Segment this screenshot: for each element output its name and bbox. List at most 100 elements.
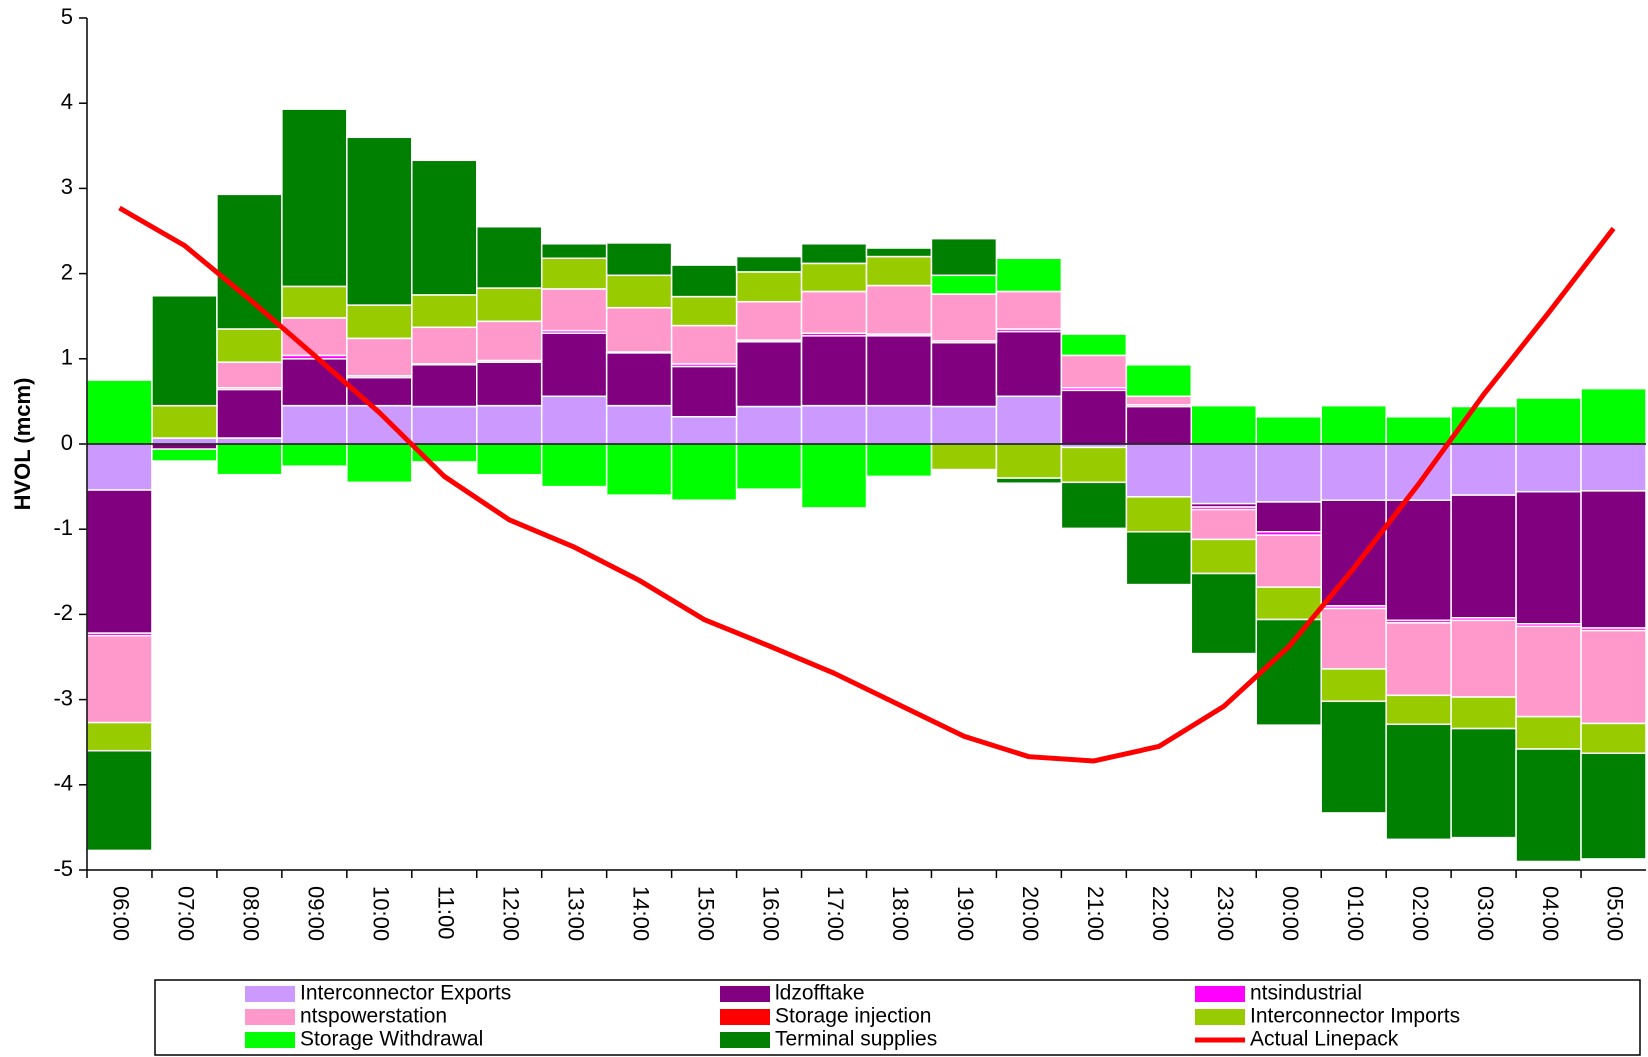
bar-segment — [735, 300, 803, 341]
bar-segment — [346, 304, 413, 340]
bar-segment — [1125, 395, 1193, 406]
bar-segment — [411, 405, 478, 445]
legend-label: Storage Withdrawal — [300, 1028, 483, 1051]
legend-label: ntspowerstation — [300, 1005, 447, 1028]
legend-label: Interconnector Exports — [300, 982, 511, 1005]
bar-segment — [151, 443, 218, 450]
bar-segment — [1515, 715, 1582, 750]
bar-segment — [216, 443, 283, 476]
y-tick-label: 3 — [61, 174, 73, 199]
bar-segment — [930, 237, 998, 277]
y-tick-label: 0 — [61, 430, 73, 455]
bar-segment — [1450, 727, 1517, 839]
bar-segment — [735, 341, 803, 408]
bar-segment — [930, 293, 998, 342]
bar-segment — [1190, 538, 1257, 575]
bar-segment — [1125, 496, 1193, 533]
bar-segment — [540, 443, 608, 488]
bar-segment — [1190, 443, 1257, 505]
bar-segment — [281, 108, 348, 288]
x-tick-label: 04:00 — [1538, 886, 1563, 941]
bar-segment — [86, 721, 153, 752]
x-tick-label: 03:00 — [1473, 886, 1498, 941]
x-tick-label: 22:00 — [1148, 886, 1173, 941]
bar-segment — [1580, 490, 1647, 629]
bar-segment — [86, 489, 153, 634]
bar-segment — [281, 285, 348, 319]
bar-segment — [476, 443, 543, 476]
bar-segment — [1255, 534, 1322, 588]
y-tick-label: -2 — [53, 600, 73, 625]
bar-segment — [670, 295, 738, 327]
bar-segment — [281, 404, 348, 445]
bar-segment — [1190, 572, 1257, 655]
bar-segment — [281, 358, 348, 407]
bar-segment — [1125, 443, 1193, 498]
bar-segment — [476, 404, 543, 445]
legend-swatch — [245, 986, 295, 1002]
legend-label: Actual Linepack — [1250, 1028, 1399, 1051]
legend-swatch — [1195, 1009, 1245, 1025]
bar-segment — [216, 328, 283, 363]
bar-segment — [346, 136, 413, 306]
bar-segment — [411, 159, 478, 296]
bar-segment — [1385, 723, 1452, 841]
x-tick-label: 08:00 — [239, 886, 264, 941]
bar-segment — [800, 443, 868, 509]
bar-segment — [1320, 499, 1387, 607]
bar-segment — [1125, 405, 1193, 445]
x-tick-label: 11:00 — [433, 886, 458, 939]
x-tick-label: 20:00 — [1018, 886, 1043, 941]
legend-label: Storage injection — [775, 1005, 931, 1028]
bar-segment — [476, 225, 543, 289]
legend-label: Interconnector Imports — [1250, 1005, 1460, 1028]
bar-segment — [865, 404, 933, 445]
bar-segment — [1385, 622, 1452, 697]
bar-segment — [1515, 397, 1582, 445]
bar-segment — [86, 749, 153, 852]
bar-segment — [1125, 364, 1193, 398]
bar-segment — [411, 294, 478, 329]
bar-segment — [995, 330, 1063, 398]
linepack-line — [118, 205, 1616, 764]
bar-segment — [411, 364, 478, 408]
bar-segment — [1125, 531, 1193, 586]
y-tick-label: -3 — [53, 685, 73, 710]
bar-segment — [540, 332, 608, 398]
y-tick-label: -4 — [53, 771, 73, 796]
x-tick-label: 18:00 — [888, 886, 913, 941]
x-tick-label: 06:00 — [109, 886, 134, 941]
bar-segment — [605, 242, 673, 277]
bar-segment — [1255, 618, 1322, 726]
bar-segment — [1190, 508, 1257, 541]
x-tick-label: 01:00 — [1343, 886, 1368, 941]
bar-segment — [476, 287, 543, 323]
bar-segment — [1580, 629, 1647, 725]
bar-segment — [346, 337, 413, 377]
bar-segment — [995, 290, 1063, 330]
bar-segment — [1060, 389, 1128, 445]
bar-segment — [930, 341, 998, 408]
bar-segment — [540, 288, 608, 332]
x-tick-label: 15:00 — [693, 886, 718, 941]
bar-segment — [1515, 490, 1582, 625]
bar-segment — [735, 255, 803, 273]
bar-segment — [86, 443, 153, 491]
bar-segment — [1580, 722, 1647, 755]
bar-segment — [476, 361, 543, 407]
bar-segment — [670, 324, 738, 365]
legend-swatch — [720, 1032, 770, 1048]
bar-segment — [865, 443, 933, 478]
legend-label: ntsindustrial — [1250, 982, 1362, 1005]
bar-segment — [995, 395, 1063, 445]
bar-segment — [1060, 333, 1128, 357]
bar-segment — [1320, 668, 1387, 703]
bar-segment — [1060, 354, 1128, 389]
bar-segment — [605, 306, 673, 353]
bar-segment — [865, 335, 933, 407]
x-tick-label: 17:00 — [823, 886, 848, 941]
x-tick-label: 16:00 — [758, 886, 783, 941]
bar-segment — [605, 352, 673, 407]
bar-segment — [605, 404, 673, 445]
